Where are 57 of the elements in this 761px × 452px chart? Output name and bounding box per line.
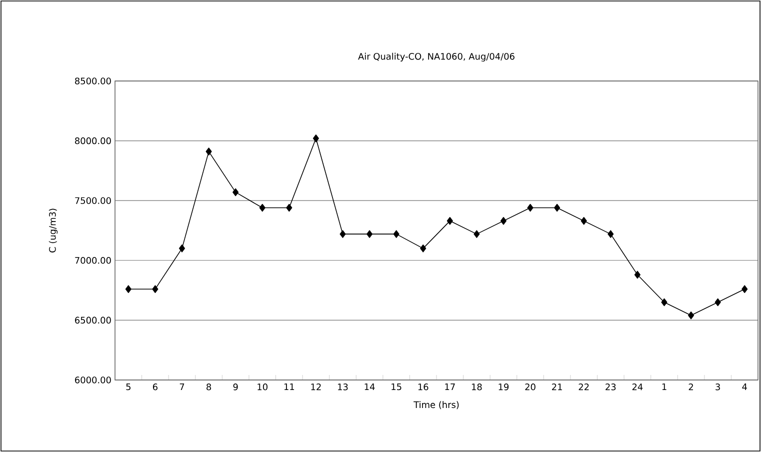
- y-tick-label: 6500.00: [75, 316, 111, 324]
- point: [742, 285, 748, 293]
- x-tick-label: 1: [662, 384, 666, 390]
- x-tick-label: 15: [392, 384, 402, 390]
- point: [500, 217, 507, 225]
- point: [125, 285, 132, 293]
- x-tick-label: 13: [338, 384, 348, 390]
- x-tick-label: 18: [472, 384, 482, 390]
- x-tick-label: 12: [311, 384, 321, 390]
- y-axis-title: C (ug/m3): [48, 208, 58, 252]
- x-tick-label: 2: [688, 384, 693, 390]
- x-axis-title: Time (hrs): [414, 401, 459, 410]
- chart-title: Air Quality-CO, NA1060, Aug/04/06: [358, 52, 514, 62]
- point: [474, 230, 480, 238]
- point: [446, 217, 453, 225]
- point: [259, 204, 266, 212]
- point: [232, 188, 239, 196]
- point: [634, 270, 640, 279]
- y-tick-label: 6000.00: [75, 376, 111, 384]
- x-tick-label: 7: [180, 384, 184, 390]
- x-tick-label: 23: [606, 384, 616, 390]
- point: [393, 230, 400, 238]
- x-tick-label: 8: [206, 384, 212, 390]
- y-tick-label: 7000.00: [75, 256, 111, 264]
- x-tick-label: 14: [364, 384, 375, 390]
- y-tick-label: 8000.00: [75, 137, 111, 144]
- x-tick-label: 16: [418, 384, 428, 390]
- point: [340, 230, 346, 238]
- x-tick-label: 5: [126, 384, 130, 390]
- point: [286, 204, 292, 212]
- point: [527, 204, 534, 212]
- x-tick-label: 3: [716, 384, 720, 390]
- x-tick-label: 17: [445, 384, 455, 390]
- x-tick-label: 10: [258, 384, 268, 390]
- point: [714, 298, 721, 306]
- x-tick-label: 21: [552, 384, 562, 390]
- y-tick-label: 7500.00: [75, 197, 111, 204]
- x-tick-label: 11: [284, 384, 294, 390]
- y-tick-label: 8500.00: [75, 78, 111, 84]
- point: [661, 298, 668, 306]
- point: [688, 312, 694, 320]
- point: [312, 134, 319, 142]
- x-tick-label: 20: [525, 384, 536, 390]
- point: [554, 204, 560, 212]
- point: [608, 230, 614, 238]
- point: [206, 148, 212, 156]
- x-tick-label: 24: [632, 384, 643, 390]
- point: [178, 244, 186, 252]
- x-tick-label: 9: [233, 384, 238, 390]
- point: [420, 244, 426, 252]
- point: [152, 285, 158, 293]
- x-tick-label: 19: [498, 384, 509, 390]
- x-tick-label: 6: [152, 384, 158, 390]
- point: [580, 217, 587, 225]
- x-tick-label: 4: [742, 384, 747, 390]
- x-tick-label: 22: [578, 384, 589, 390]
- point: [366, 230, 373, 238]
